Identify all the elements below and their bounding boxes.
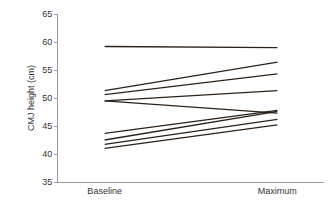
svg-text:Maximum: Maximum — [258, 186, 297, 196]
svg-text:35: 35 — [42, 177, 52, 187]
svg-text:50: 50 — [42, 93, 52, 103]
svg-text:40: 40 — [42, 149, 52, 159]
svg-text:CMJ height (cm): CMJ height (cm) — [26, 65, 36, 131]
svg-text:Baseline: Baseline — [87, 186, 122, 196]
svg-text:45: 45 — [42, 121, 52, 131]
svg-text:65: 65 — [42, 9, 52, 19]
svg-text:55: 55 — [42, 65, 52, 75]
svg-text:60: 60 — [42, 37, 52, 47]
